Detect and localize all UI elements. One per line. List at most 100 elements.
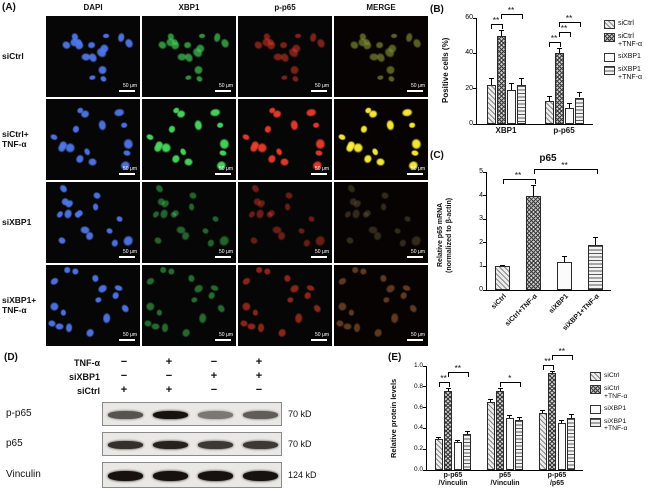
sig-label: ** [565,13,573,23]
row-label-sixbp1-tnf: siXBP1+ TNF-α [2,294,37,315]
treatment-sign: + [255,370,263,382]
cell-nucleus-dot [175,225,186,236]
treatment-label: siCtrl [76,386,100,396]
scale-bar [215,256,231,258]
cell-nucleus-dot [167,124,177,135]
y-tick-label: 20 [465,84,473,92]
y-tick-label: 60 [465,14,473,21]
y-tick-label: 4 [479,191,483,199]
treatment-sign: + [255,356,263,368]
cell-nucleus-dot [255,267,263,275]
legend-swatch [604,66,615,76]
scale-bar [407,256,423,258]
cell-nucleus-dot [60,309,68,318]
panel-c-y-axis-label-line1: Relative p65 mRNA [437,202,444,268]
scale-bar [311,256,327,258]
cell-nucleus-dot [211,214,221,224]
cell-nucleus-dot [382,296,392,305]
x-label: siCtrl [489,293,508,311]
y-tick-label: 1 [479,262,483,270]
bar-E-g2-s0 [538,412,547,470]
panel-b-label: (B) [430,4,444,15]
cell-nucleus-dot [294,32,302,39]
cell-nucleus-dot [399,290,409,301]
error-bar-cap [593,236,598,238]
cell-nucleus-dot [120,121,129,129]
scale-bar-label: 50 μm [315,249,329,255]
cell-nucleus-dot [71,267,80,276]
error-bar [542,409,544,413]
cell-nucleus-dot [408,121,417,129]
scale-bar [311,339,327,341]
scale-bar-label: 50 μm [315,83,329,89]
cell-nucleus-dot [184,74,193,81]
bar-B-g1-s1 [554,53,564,124]
cell-nucleus-dot [302,238,312,249]
cell-nucleus-dot [111,290,121,301]
error-bar [509,414,511,418]
y-tick [483,242,487,244]
cell-nucleus-dot [372,326,384,339]
legend-label: siXBP1 +TNF-α [618,66,643,82]
treatment-sign: − [120,370,128,382]
micrograph-r3-c0: 50 μm [46,265,140,346]
cell-nucleus-dot [289,119,300,132]
cell-nucleus-dot [198,32,206,39]
bar-E-g1-s0 [486,402,495,470]
blot-band [198,471,233,481]
panel-b: (B) Positive cells (%) 0 20 40 60 XBP1 p-p65 *… [428,2,650,148]
scale-bar-label: 50 μm [219,249,233,255]
error-bar-cap [488,78,494,80]
cell-nucleus-dot [55,322,65,330]
scale-bar-label: 50 μm [411,332,425,338]
y-tick [423,469,427,471]
panel-e-plot: 0.0 0.2 0.4 0.6 0.8 1.0 p-p65 /Vinculin p65 /Vi… [414,346,583,487]
cell-nucleus-dot [152,235,163,246]
blot-label: p-p65 [6,408,32,419]
sig-bracket [549,42,561,47]
error-bar [466,430,468,434]
cell-nucleus-dot [265,152,278,165]
x-label: p-p65 /Vinculin [438,472,468,488]
error-bar-cap [464,430,470,432]
legend-label: siCtrl +TNF-α [618,33,643,49]
treatment-sign: − [255,384,263,396]
scale-bar [407,173,423,175]
cell-nucleus-dot [387,74,397,83]
sig-bracket [542,365,555,371]
cell-nucleus-dot [159,267,167,275]
scale-bar-label: 50 μm [411,83,425,89]
y-tick-label: 3 [479,215,483,223]
row-label-sixbp1: siXBP1 [2,216,32,227]
cell-nucleus-dot [104,226,114,236]
cell-nucleus-dot [71,124,81,135]
treatment-sign: − [120,356,128,368]
cell-nucleus-dot [49,276,61,288]
legend-swatch [604,53,615,63]
cell-nucleus-dot [91,190,102,200]
cell-nucleus-dot [344,235,355,246]
cell-nucleus-dot [110,238,120,249]
sig-bracket [501,14,523,20]
scale-bar [311,173,327,175]
y-tick [423,427,427,429]
blot-size: 124 kD [288,470,317,480]
cell-nucleus-dot [312,233,327,248]
error-bar-cap [549,371,555,373]
micrograph-r1-c1: 50 μm [142,99,236,180]
bar-E-g1-s2 [505,418,514,470]
panel-c-label: (C) [430,150,444,161]
sig-bracket [491,24,503,30]
cell-nucleus-dot [73,152,86,165]
cell-nucleus-dot [193,119,204,132]
y-tick-label: 2 [479,238,483,246]
scale-bar [215,90,231,92]
cell-nucleus-dot [216,233,231,248]
cell-nucleus-dot [113,107,126,118]
cell-nucleus-dot [58,182,69,195]
bar-B-g0-s0 [486,85,496,124]
sig-bracket [552,355,574,361]
cell-nucleus-dot [351,207,362,220]
cell-nucleus-dot [47,300,60,313]
cell-nucleus-dot [183,41,193,50]
